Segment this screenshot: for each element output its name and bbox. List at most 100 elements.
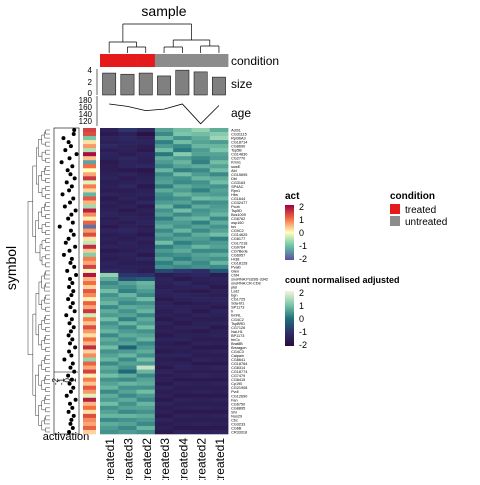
act-cell <box>83 220 96 225</box>
heatmap-cell <box>154 172 174 177</box>
condition-cell <box>118 54 137 67</box>
heatmap-cell <box>209 353 229 358</box>
heatmap-cell <box>209 293 229 298</box>
heatmap-cell <box>209 401 229 407</box>
row-label: Rpn1 <box>231 189 240 193</box>
heatmap-cell <box>118 260 137 266</box>
heatmap-cell <box>191 325 211 330</box>
activation-point <box>73 345 78 350</box>
row-label: Ir <box>231 310 234 314</box>
heatmap-cell <box>100 216 119 221</box>
heatmap-cell <box>191 341 211 346</box>
heatmap-cell <box>136 204 156 209</box>
heatmap-cell <box>100 248 119 254</box>
activation-point <box>71 289 76 294</box>
heatmap-cell <box>118 200 137 205</box>
heatmap-cell <box>118 381 137 386</box>
row-label: Dbl <box>231 177 237 181</box>
heatmap-cell <box>209 421 229 427</box>
heatmap-cell <box>154 321 174 326</box>
heatmap-cell <box>136 297 156 302</box>
heatmap-cell <box>100 377 119 382</box>
row-label: CG18128 <box>231 261 247 265</box>
activation-point <box>72 176 77 181</box>
heatmap-cell <box>100 285 119 290</box>
heatmap-cell <box>209 397 229 403</box>
heatmap-cell <box>136 240 156 246</box>
row-label: CG3233 <box>231 422 245 426</box>
row-label: BP1173 <box>231 334 244 338</box>
heatmap-cell <box>118 369 137 374</box>
row-label: CG8641 <box>231 358 245 362</box>
activation-point <box>67 248 72 253</box>
act-cell <box>83 148 96 153</box>
heatmap-cell <box>100 144 119 149</box>
heatmap-cell <box>191 365 211 370</box>
row-label: CG4C3 <box>231 350 244 354</box>
heatmap-cell <box>100 329 119 334</box>
heatmap-cell <box>118 156 137 161</box>
act-cell <box>83 240 96 246</box>
activation-point <box>66 333 71 338</box>
act-cell <box>83 224 96 229</box>
heatmap-cell <box>118 160 137 165</box>
heatmap-cell <box>100 140 119 145</box>
heatmap-cell <box>191 172 211 177</box>
heatmap-cell <box>118 305 137 310</box>
act-cell <box>83 345 96 350</box>
act-cell <box>83 176 96 181</box>
act-cell <box>83 252 96 258</box>
treated-legend-label: treated <box>405 205 436 216</box>
heatmap-cell <box>209 429 229 435</box>
row-label: sowE <box>231 165 241 169</box>
heatmap-cell <box>209 128 229 133</box>
heatmap-cell <box>100 136 119 141</box>
heatmap-cell <box>154 132 174 137</box>
heatmap-cell <box>173 264 192 270</box>
row-label: tov <box>231 225 236 229</box>
heatmap-cell <box>173 212 192 217</box>
heatmap-cell <box>136 413 156 419</box>
act-cell <box>83 264 96 270</box>
heatmap-cell <box>191 132 211 137</box>
heatmap-cell <box>100 425 119 431</box>
heatmap-cell <box>173 200 192 205</box>
heatmap-cell <box>209 377 229 382</box>
heatmap-cell <box>118 128 137 133</box>
heatmap-cell <box>191 140 211 145</box>
heatmap-cell <box>136 381 156 386</box>
age-axis-tick: 140 <box>79 110 93 119</box>
heatmap-cell <box>173 369 192 374</box>
heatmap-cell <box>191 385 211 391</box>
heatmap-cell <box>209 297 229 302</box>
heatmap-cell <box>154 236 174 242</box>
activation-point <box>73 397 78 402</box>
heatmap-cell <box>209 232 229 238</box>
heatmap-cell <box>100 293 119 298</box>
heatmap-cell <box>136 248 156 254</box>
row-label: CG8762 <box>231 217 245 221</box>
heatmap-cell <box>191 248 211 254</box>
act-cell <box>83 385 96 391</box>
act-cell <box>83 365 96 370</box>
activation-point <box>68 329 73 334</box>
heatmap-cell <box>118 329 137 334</box>
activation-point <box>66 373 71 378</box>
heatmap-cell <box>100 172 119 177</box>
heatmap-cell <box>209 381 229 386</box>
act-cell <box>83 260 96 266</box>
row-label: TspBRD <box>231 322 245 326</box>
heatmap-cell <box>118 389 137 395</box>
age-track-label: age <box>231 106 251 120</box>
heatmap-cell <box>136 425 156 431</box>
heatmap-cell <box>154 393 174 399</box>
act-cell <box>83 401 96 407</box>
heatmap-cell <box>191 329 211 334</box>
heatmap-cell <box>118 297 137 302</box>
row-label: Tsp5D <box>231 209 242 213</box>
heatmap-cell <box>154 140 174 145</box>
count-legend-tick: 2 <box>299 288 304 298</box>
column-labels: treated1 treated3 treated2 untreated3 untrea… <box>103 438 227 485</box>
activation-point <box>72 264 77 269</box>
